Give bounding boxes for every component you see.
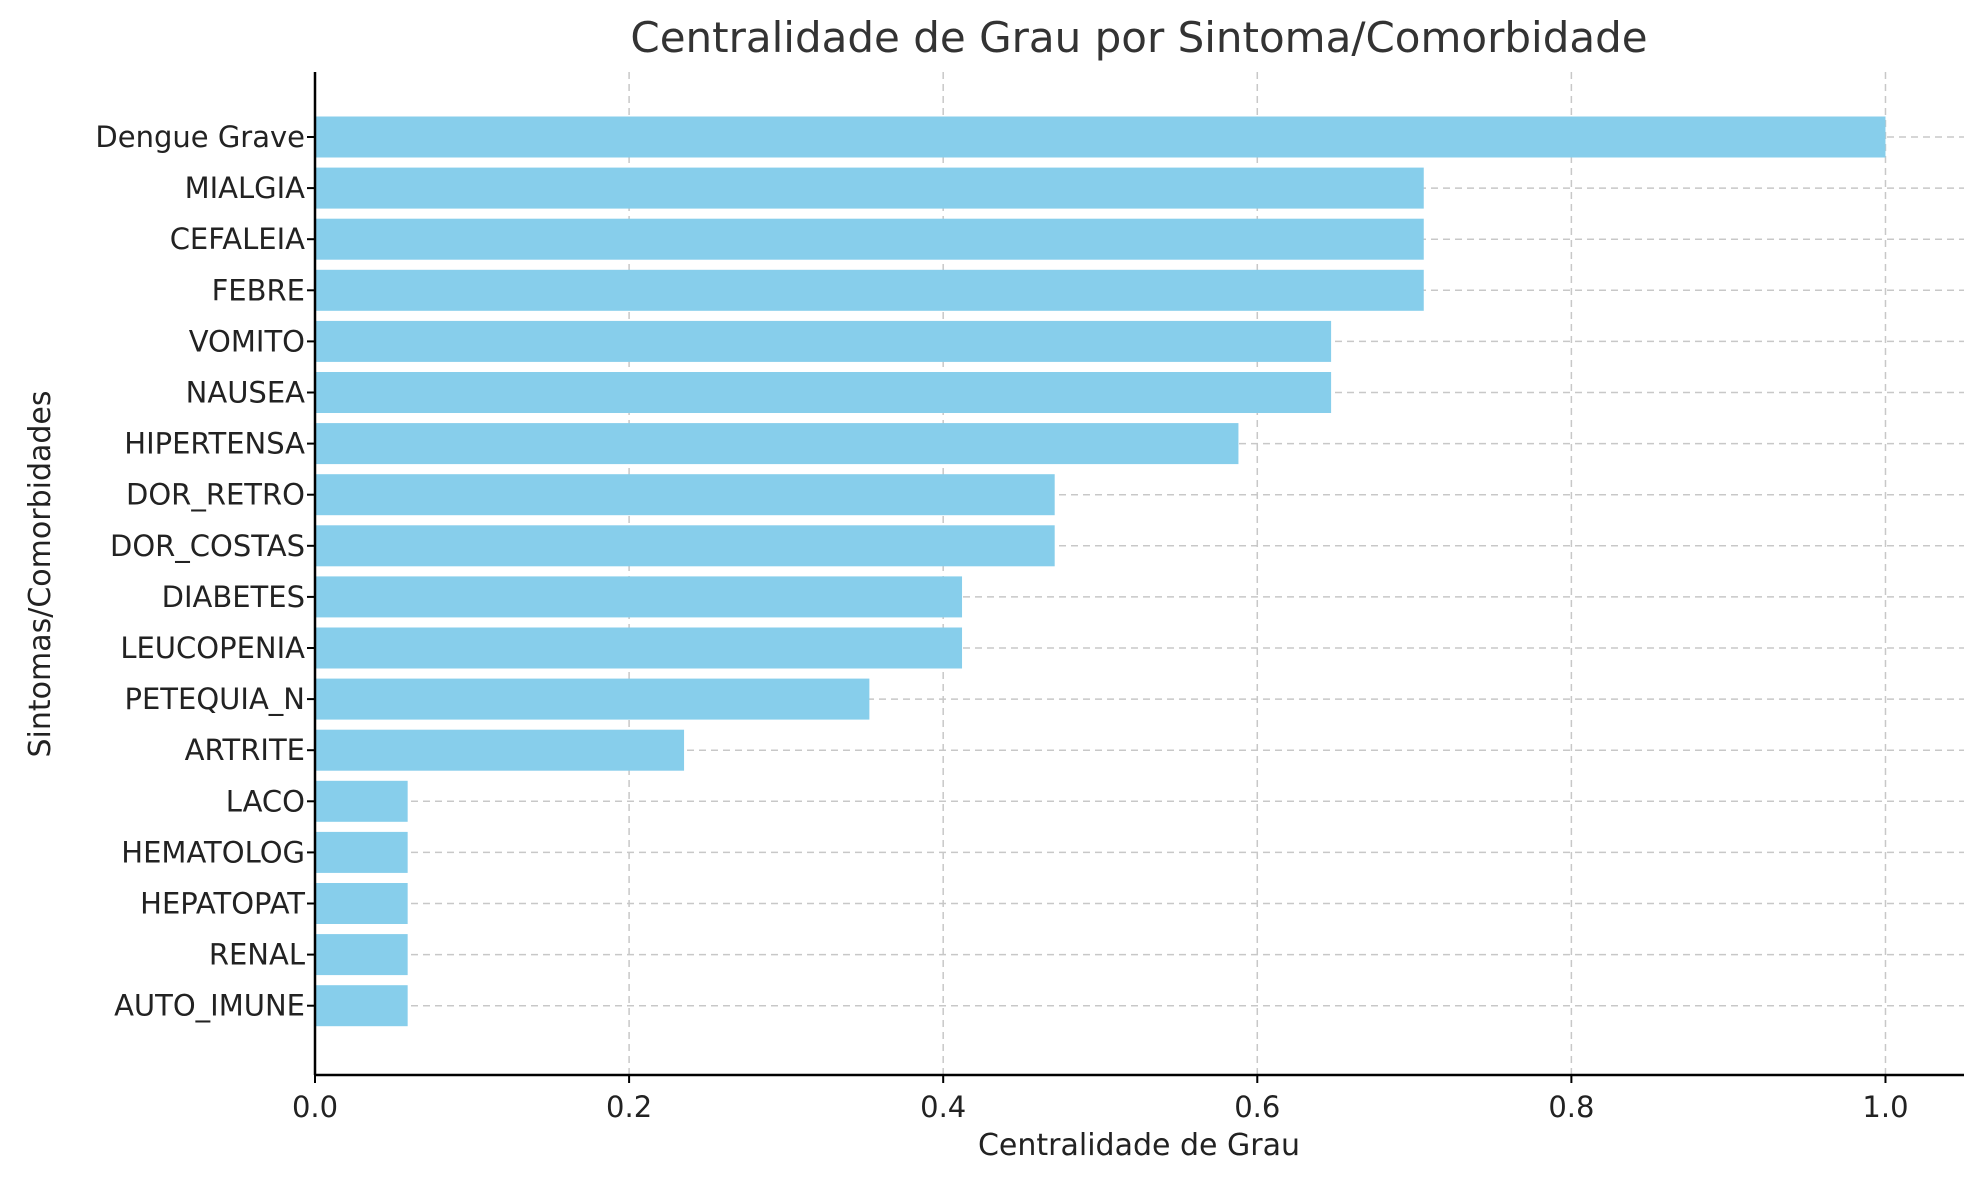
x-tick-label: 0.0: [292, 1090, 338, 1124]
y-tick-label: VOMITO: [189, 324, 305, 358]
y-tick-label: HEMATOLOG: [121, 835, 305, 869]
y-tick-label: MIALGIA: [185, 171, 306, 205]
x-tick-label: 0.4: [920, 1090, 966, 1124]
x-tick-label: 0.8: [1548, 1090, 1594, 1124]
x-tick-label: 1.0: [1862, 1090, 1908, 1124]
y-tick-label: CEFALEIA: [170, 222, 305, 256]
y-tick-label: AUTO_IMUNE: [114, 989, 305, 1023]
y-tick-label: FEBRE: [212, 273, 305, 307]
y-tick-label: DOR_RETRO: [126, 478, 305, 512]
y-tick-label: HEPATOPAT: [140, 887, 305, 921]
bar: [315, 218, 1424, 260]
bar: [315, 372, 1332, 413]
chart-title: Centralidade de Grau por Sintoma/Comorbi…: [630, 13, 1647, 62]
bar: [315, 320, 1332, 362]
y-tick-label: ARTRITE: [185, 733, 305, 767]
y-tick-label: Dengue Grave: [95, 120, 305, 154]
x-tick-label: 0.2: [606, 1090, 652, 1124]
y-tick-label: RENAL: [209, 938, 305, 972]
y-tick-label: DOR_COSTAS: [110, 529, 305, 563]
y-tick-label: LEUCOPENIA: [120, 631, 305, 665]
bar: [315, 269, 1424, 311]
y-tick-label: LACO: [226, 784, 305, 818]
bar: [315, 474, 1055, 516]
x-axis-ticks: 0.0 0.2 0.4 0.6 0.8 1.0: [292, 1075, 1909, 1124]
y-axis-label: Sintomas/Comorbidades: [23, 390, 58, 757]
y-axis-ticks: Dengue Grave MIALGIA CEFALEIA FEBRE VOMITO NA…: [95, 120, 315, 1023]
y-tick-label: NAUSEA: [186, 376, 305, 410]
bar: [315, 525, 1055, 567]
bar: [315, 576, 963, 618]
x-tick-label: 0.6: [1234, 1090, 1280, 1124]
bar: [315, 627, 963, 669]
y-tick-label: HIPERTENSA: [124, 427, 305, 461]
bar: [315, 831, 408, 873]
bar: [315, 678, 870, 720]
y-tick-label: PETEQUIA_N: [125, 682, 306, 716]
bar: [315, 934, 408, 976]
bar: [315, 423, 1239, 465]
x-axis-label: Centralidade de Grau: [978, 1128, 1300, 1163]
grid: [314, 72, 1964, 1075]
bar: [315, 167, 1424, 209]
y-tick-label: DIABETES: [162, 580, 305, 614]
bars: [315, 116, 1886, 1027]
bar: [315, 780, 408, 822]
bar: [315, 985, 408, 1027]
bar: [315, 116, 1886, 158]
bar: [315, 729, 685, 771]
bar: [315, 883, 408, 924]
